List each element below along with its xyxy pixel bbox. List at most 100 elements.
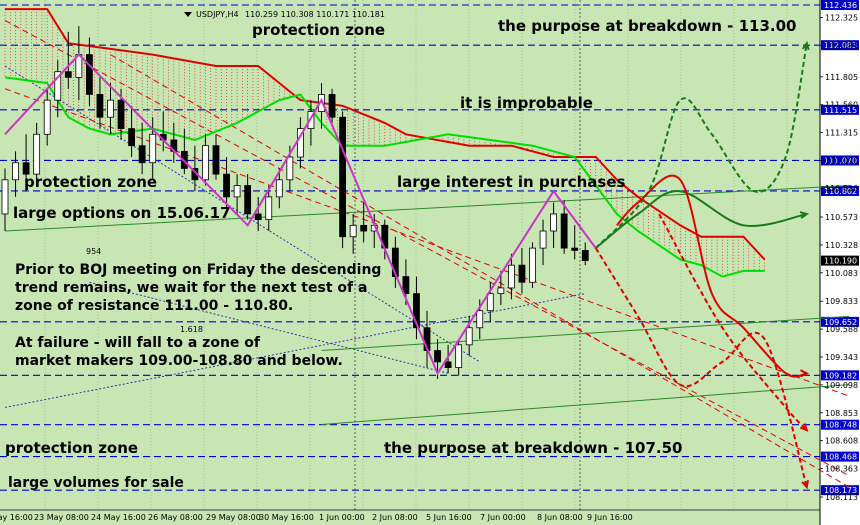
annotation-purpose-113: the purpose at breakdown - 113.00: [498, 17, 796, 35]
forecast-arrowhead: [799, 423, 809, 432]
annotation-large-volumes: large volumes for sale: [8, 475, 184, 491]
level-badge-label: 108.468: [824, 453, 857, 462]
y-tick-label: 111.315: [825, 129, 858, 138]
y-tick-label: 108.363: [825, 465, 858, 474]
level-badge-label: 112.436: [824, 1, 857, 10]
candle-body: [96, 94, 104, 118]
candle-body: [497, 287, 505, 295]
candle-body: [54, 71, 62, 101]
dropdown-triangle-icon[interactable]: [184, 12, 192, 17]
candle-body: [465, 327, 473, 346]
y-tick-label: 109.833: [825, 297, 858, 306]
annotation-failure-line-2: market makers 109.00-108.80 and below.: [15, 353, 343, 369]
candle-body: [149, 133, 157, 164]
x-tick-label: 26 May 08:00: [148, 513, 203, 522]
y-tick-label: 110.826: [825, 184, 858, 193]
candle-body: [434, 350, 441, 363]
candle-body: [286, 156, 294, 181]
x-tick-label: 2 Jun 08:00: [372, 513, 418, 522]
candle-body: [244, 185, 252, 215]
trend-line: [321, 384, 850, 426]
annotation-purpose-107: the purpose at breakdown - 107.50: [384, 439, 682, 457]
candle-body: [117, 99, 125, 129]
x-tick-label: 9 Jun 16:00: [587, 513, 633, 522]
candle-body: [223, 173, 230, 198]
candle-body: [33, 133, 41, 175]
level-badge: [821, 155, 859, 166]
y-tick-label: 109.098: [825, 381, 858, 390]
small-label-618: 1.618: [180, 325, 203, 334]
y-tick-label: 110.083: [825, 269, 858, 278]
symbol-label: USDJPY,H4: [196, 10, 239, 19]
annotation-protection-zone-bottom: protection zone: [5, 439, 138, 457]
x-tick-label: 23 May 08:00: [34, 513, 89, 522]
forecast-down-dashed-2: [658, 213, 808, 431]
candle-body: [328, 94, 336, 118]
candle-body: [22, 162, 30, 175]
annotation-protection-zone-mid: protection zone: [24, 173, 157, 191]
forecast-down-dashed: [594, 247, 808, 488]
annotation-large-options: large options on 15.06.17: [13, 204, 231, 222]
trend-line: [321, 315, 850, 352]
forecast-up-solid: [595, 190, 808, 249]
candle-body: [455, 344, 463, 368]
forecast-arrowhead: [801, 40, 810, 51]
candle-body: [43, 99, 51, 135]
forecast-arrowhead: [799, 211, 810, 219]
candle-body: [254, 213, 262, 221]
level-badge-label: 108.173: [824, 486, 857, 495]
level-badge: [821, 0, 859, 10]
y-tick-label: 108.113: [825, 493, 858, 502]
level-badge: [821, 419, 859, 430]
candle-body: [413, 293, 420, 329]
annotation-failure-line-1: At failure - will fall to a zone of: [15, 335, 261, 351]
annotation-improbable: it is improbable: [460, 94, 593, 112]
level-badge: [821, 40, 859, 51]
y-tick-label: 111.805: [825, 73, 858, 82]
candle-body: [138, 145, 146, 164]
y-tick-label: 109.588: [825, 325, 858, 334]
x-tick-label: 5 Jun 16:00: [426, 513, 472, 522]
candle-body: [518, 264, 526, 283]
candle-body: [560, 213, 568, 249]
annotation-prior-line-1: Prior to BOJ meeting on Friday the desce…: [15, 262, 381, 278]
candle-body: [128, 128, 136, 147]
level-badge: [821, 370, 859, 381]
y-tick-label: 108.853: [825, 409, 858, 418]
candle-body: [86, 54, 93, 95]
kijun-line: [5, 8, 766, 261]
annotation-large-interest: large interest in purchases: [397, 173, 625, 191]
candle-body: [233, 185, 241, 198]
level-badge: [821, 185, 859, 196]
candle-body: [349, 224, 357, 238]
candle-body: [265, 196, 273, 221]
forecast-paths: [594, 40, 810, 490]
candle-body: [12, 162, 19, 181]
annotation-prior-line-3: zone of resistance 111.00 - 110.80.: [15, 298, 293, 314]
level-badge: [821, 316, 859, 327]
x-tick-label: 29 May 08:00: [206, 513, 261, 522]
candle-body: [318, 94, 325, 112]
candle-body: [529, 247, 536, 283]
candle-body: [507, 264, 515, 289]
candle-body: [476, 310, 484, 329]
small-label-954: 954: [86, 247, 101, 256]
candle-body: [275, 179, 283, 198]
y-tick-label: 110.328: [825, 241, 858, 250]
y-tick-label: 112.081: [825, 41, 858, 50]
zigzag-line: [4, 53, 597, 376]
last-price-badge: [821, 255, 859, 266]
candle-body: [571, 247, 579, 251]
trend-line: [89, 281, 449, 374]
level-badge-label: 108.748: [824, 421, 857, 430]
level-badge-label: 109.182: [824, 371, 857, 380]
candle-body: [486, 293, 494, 312]
x-tick-label: 8 Jun 08:00: [537, 513, 583, 522]
y-tick-label: 109.343: [825, 353, 858, 362]
level-badge-label: 112.083: [824, 41, 857, 50]
y-tick-label: 112.325: [825, 14, 858, 23]
x-tick-label: 7 Jun 00:00: [480, 513, 526, 522]
forecast-down-solid: [616, 174, 807, 378]
